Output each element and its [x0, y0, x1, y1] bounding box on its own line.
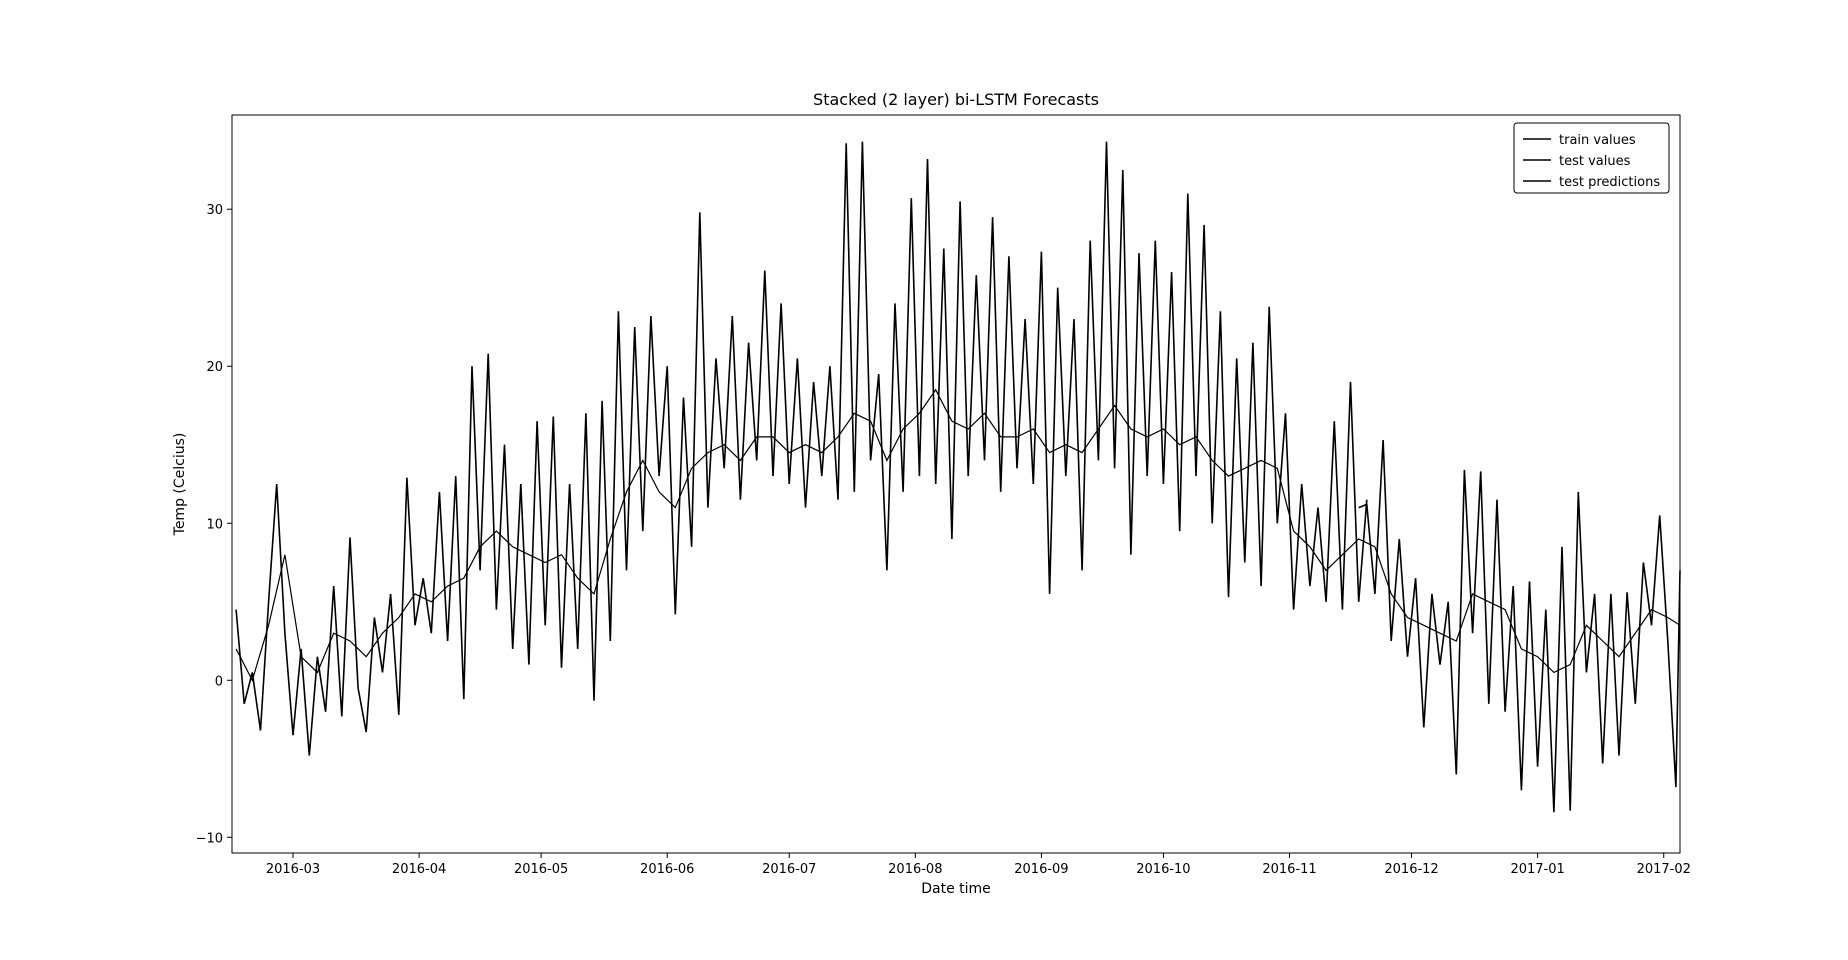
legend-items: train values test values test predictions: [1523, 133, 1660, 190]
legend-box: [1513, 122, 1670, 194]
x-tick-label: 2016-03: [266, 862, 320, 877]
x-tick-label: 2016-11: [1262, 862, 1316, 877]
x-tick-label: 2017-01: [1510, 862, 1564, 877]
y-tick-label: −10: [196, 831, 223, 846]
legend-label: train values: [1559, 133, 1636, 148]
series-layer: [235, 141, 1681, 813]
y-axis-label: Temp (Celcius): [172, 433, 188, 537]
x-tick-label: 2016-04: [392, 862, 446, 877]
series-line-1: [1358, 439, 1681, 813]
legend: train values test values test predictions: [1513, 122, 1670, 194]
x-tick-label: 2016-10: [1136, 862, 1190, 877]
legend-label: test values: [1559, 154, 1631, 169]
x-tick-label: 2016-06: [640, 862, 694, 877]
legend-label: test predictions: [1559, 175, 1660, 190]
x-tick-label: 2016-12: [1384, 862, 1438, 877]
chart-title: Stacked (2 layer) bi-LSTM Forecasts: [813, 90, 1099, 109]
y-tick-label: 30: [206, 203, 223, 218]
x-tick-label: 2016-07: [762, 862, 816, 877]
x-tick-label: 2017-02: [1637, 862, 1691, 877]
y-tick-label: 0: [215, 674, 223, 689]
x-tick-label: 2016-05: [514, 862, 568, 877]
y-tick-label: 10: [206, 517, 223, 532]
x-axis-label: Date time: [921, 881, 991, 897]
x-tick-label: 2016-08: [888, 862, 942, 877]
plot-frame: [231, 114, 1681, 854]
x-tick-label: 2016-09: [1014, 862, 1068, 877]
series-line-0: [235, 141, 1368, 756]
axis-layer: 2016-03 2016-04 2016-05 2016-06 2016-07 2016-…: [196, 114, 1691, 877]
y-tick-label: 20: [206, 360, 223, 375]
series-line-2: [235, 388, 1681, 682]
